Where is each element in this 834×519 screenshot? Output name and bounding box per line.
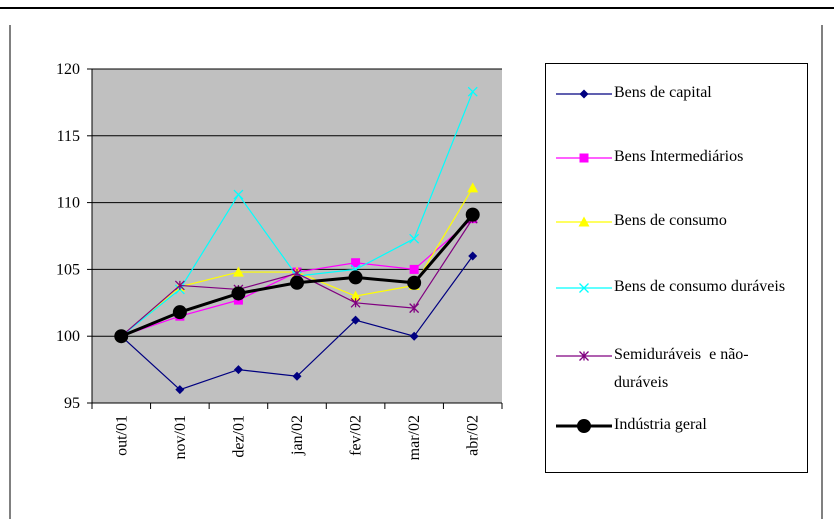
legend-entry: Semiduráveis e não-duráveis [554,344,794,397]
marker [579,283,589,293]
marker [409,331,419,341]
marker [290,275,304,290]
marker [467,182,479,193]
marker [579,89,589,99]
marker [351,315,361,325]
marker [232,266,244,277]
marker [174,280,185,291]
y-tick-label: 115 [57,128,80,145]
marker [577,419,591,433]
marker [350,290,362,301]
marker [579,351,589,361]
legend-label: Semiduráveis e não-duráveis [614,346,749,391]
y-tick-label: 120 [56,61,80,78]
plot-area [92,69,502,403]
legend-entry: Indústria geral [554,414,794,439]
marker [231,286,246,301]
marker [465,207,480,222]
marker [233,365,243,375]
marker [350,297,361,308]
legend-swatch [556,89,612,99]
legend-label: Indústria geral [614,416,707,433]
legend-label: Bens de consumo duráveis [614,278,786,295]
legend-entry: Bens de consumo [554,210,794,235]
legend-swatch [556,419,612,433]
marker [351,258,361,268]
marker [409,303,420,314]
legend: Bens de capital Bens Intermediários Bens d… [545,63,808,473]
legend-label: Bens de consumo [614,212,727,229]
marker [468,251,478,261]
y-tick-label: 100 [56,328,80,345]
legend-swatch [556,216,612,227]
legend-label: Bens de capital [614,84,712,101]
legend-swatch [556,283,612,293]
legend-entry: Bens de capital [554,82,794,107]
marker [233,189,244,200]
x-tick-label: mar/02 [406,415,423,460]
marker [467,86,478,97]
legend-label: Bens Intermediários [614,148,744,165]
marker [578,216,590,227]
marker [292,371,302,381]
legend-swatch [556,153,612,163]
marker [114,329,129,344]
legend-entry: Bens de consumo duráveis [554,276,794,301]
y-tick-label: 95 [64,395,80,412]
marker [348,270,363,285]
marker [172,305,187,320]
x-tick-label: nov/01 [172,415,189,459]
marker [175,385,185,395]
x-tick-label: out/01 [113,415,130,456]
marker [579,153,589,163]
x-tick-label: fev/02 [348,415,365,456]
x-tick-label: jan/02 [289,415,306,456]
x-tick-label: dez/01 [230,415,247,458]
y-tick-label: 110 [57,195,80,212]
x-tick-label: abr/02 [465,415,482,456]
legend-swatch [556,351,612,361]
marker [409,233,420,244]
marker [407,275,422,290]
legend-entry: Bens Intermediários [554,146,794,171]
y-tick-label: 105 [56,261,80,278]
marker [409,264,419,274]
